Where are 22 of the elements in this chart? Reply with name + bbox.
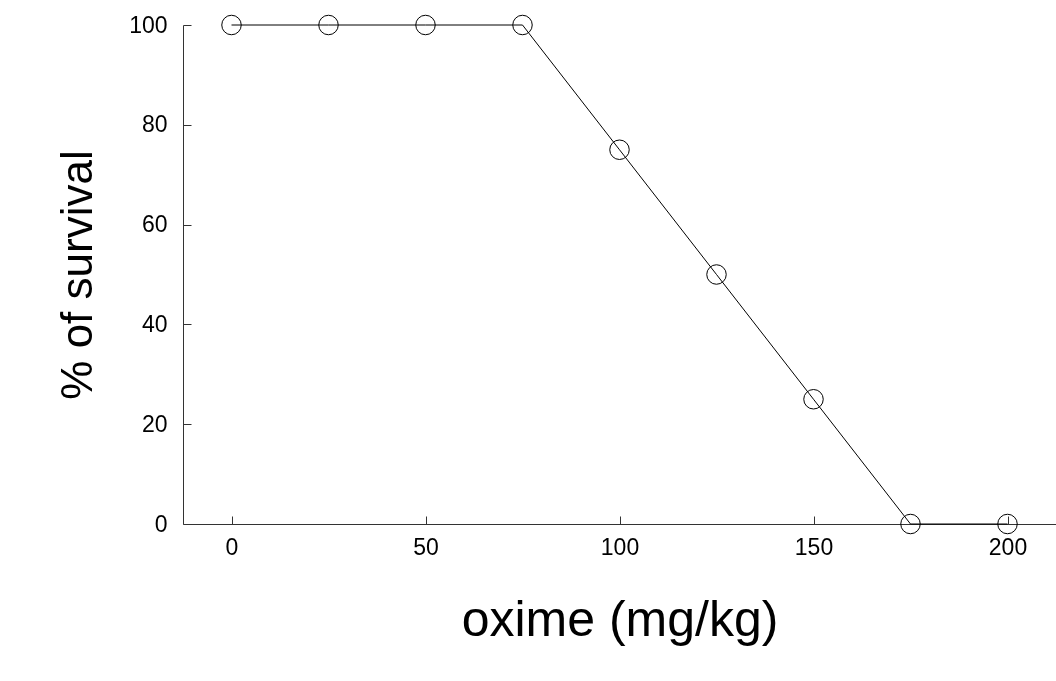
y-tick-label: 60 <box>141 211 168 238</box>
x-tick-label: 50 <box>413 533 439 560</box>
x-tick-label: 0 <box>225 533 239 560</box>
y-tick-label: 0 <box>154 510 168 537</box>
point <box>221 14 242 36</box>
point <box>900 513 921 535</box>
y-tick-label: 40 <box>141 310 168 337</box>
point <box>512 14 533 36</box>
x-tick-label: 150 <box>794 533 834 560</box>
point <box>415 14 436 36</box>
y-axis-title: % of survival <box>52 150 102 400</box>
point <box>609 139 630 160</box>
point <box>706 264 727 285</box>
x-tick-label: 200 <box>988 533 1028 560</box>
point <box>997 513 1018 535</box>
point <box>318 14 339 36</box>
x-tick-label: 100 <box>600 533 640 560</box>
y-tick-label: 100 <box>129 11 168 38</box>
y-tick-label: 80 <box>141 111 168 138</box>
x-axis-title: oxime (mg/kg) <box>461 590 779 647</box>
point <box>803 389 824 410</box>
y-tick-label: 20 <box>141 410 168 437</box>
